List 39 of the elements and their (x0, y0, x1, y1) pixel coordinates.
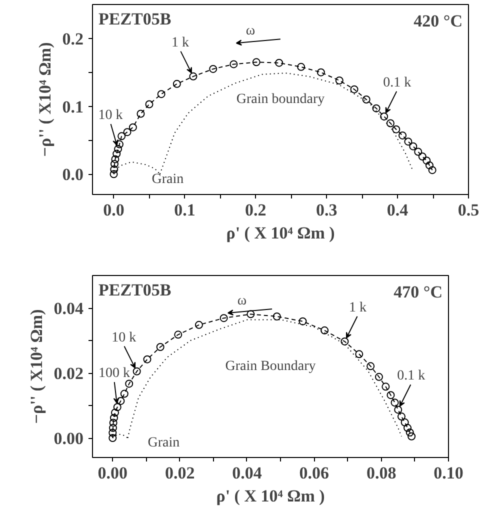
annotation: 100 k (98, 366, 130, 382)
x-tick-label: 0.08 (366, 464, 396, 482)
x-tick-label: 0.1 (174, 200, 196, 220)
annotation: ω (246, 24, 256, 39)
y-tick-label: 0.02 (54, 364, 84, 383)
annotation: 1 k (348, 300, 366, 316)
annotation: Grain Boundary (225, 359, 316, 374)
x-tick-label: 0.2 (245, 200, 266, 220)
x-tick-label: 0.00 (98, 464, 128, 482)
chart-subtitle: 420 °C (414, 12, 463, 30)
y-tick-label: 0.00 (54, 429, 84, 448)
y-tick-label: 0.0 (62, 165, 84, 184)
chart-subtitle: 470 °C (394, 282, 443, 302)
y-axis-title: −ρ'' ( X10⁴ Ωm) (35, 42, 54, 157)
y-tick-label: 0.2 (62, 29, 84, 48)
annotation: Grain (152, 172, 184, 187)
x-tick-label: 0.3 (316, 200, 338, 220)
x-tick-label: 0.06 (299, 464, 330, 482)
x-tick-label: 0.0 (103, 200, 124, 220)
chart-title: PEZT05B (98, 10, 172, 28)
annotation: ω (237, 293, 247, 308)
y-tick-label: 0.04 (54, 299, 84, 318)
x-axis-title: ρ' ( X 10⁴ Ωm ) (226, 224, 335, 242)
annotation: Grain (148, 435, 180, 450)
annotation: Grain boundary (236, 92, 325, 107)
x-tick-label: 0.4 (386, 200, 409, 220)
annotation: 0.1 k (383, 75, 412, 90)
y-axis-title: −ρ'' ( X10⁴ Ωm) (26, 309, 46, 424)
annotation: 0.1 k (397, 368, 426, 384)
annotation: 1 k (171, 35, 189, 50)
chart-title: PEZT05B (98, 280, 172, 300)
x-tick-label: 0.5 (458, 200, 480, 220)
annotation: 10 k (112, 330, 136, 346)
x-tick-label: 0.02 (164, 464, 195, 482)
annotation: 10 k (98, 108, 123, 124)
x-tick-label: 0.04 (232, 464, 262, 482)
y-tick-label: 0.1 (62, 97, 84, 116)
x-axis-title: ρ' ( X 10⁴ Ωm ) (216, 486, 325, 506)
x-tick-label: 0.10 (434, 464, 464, 482)
